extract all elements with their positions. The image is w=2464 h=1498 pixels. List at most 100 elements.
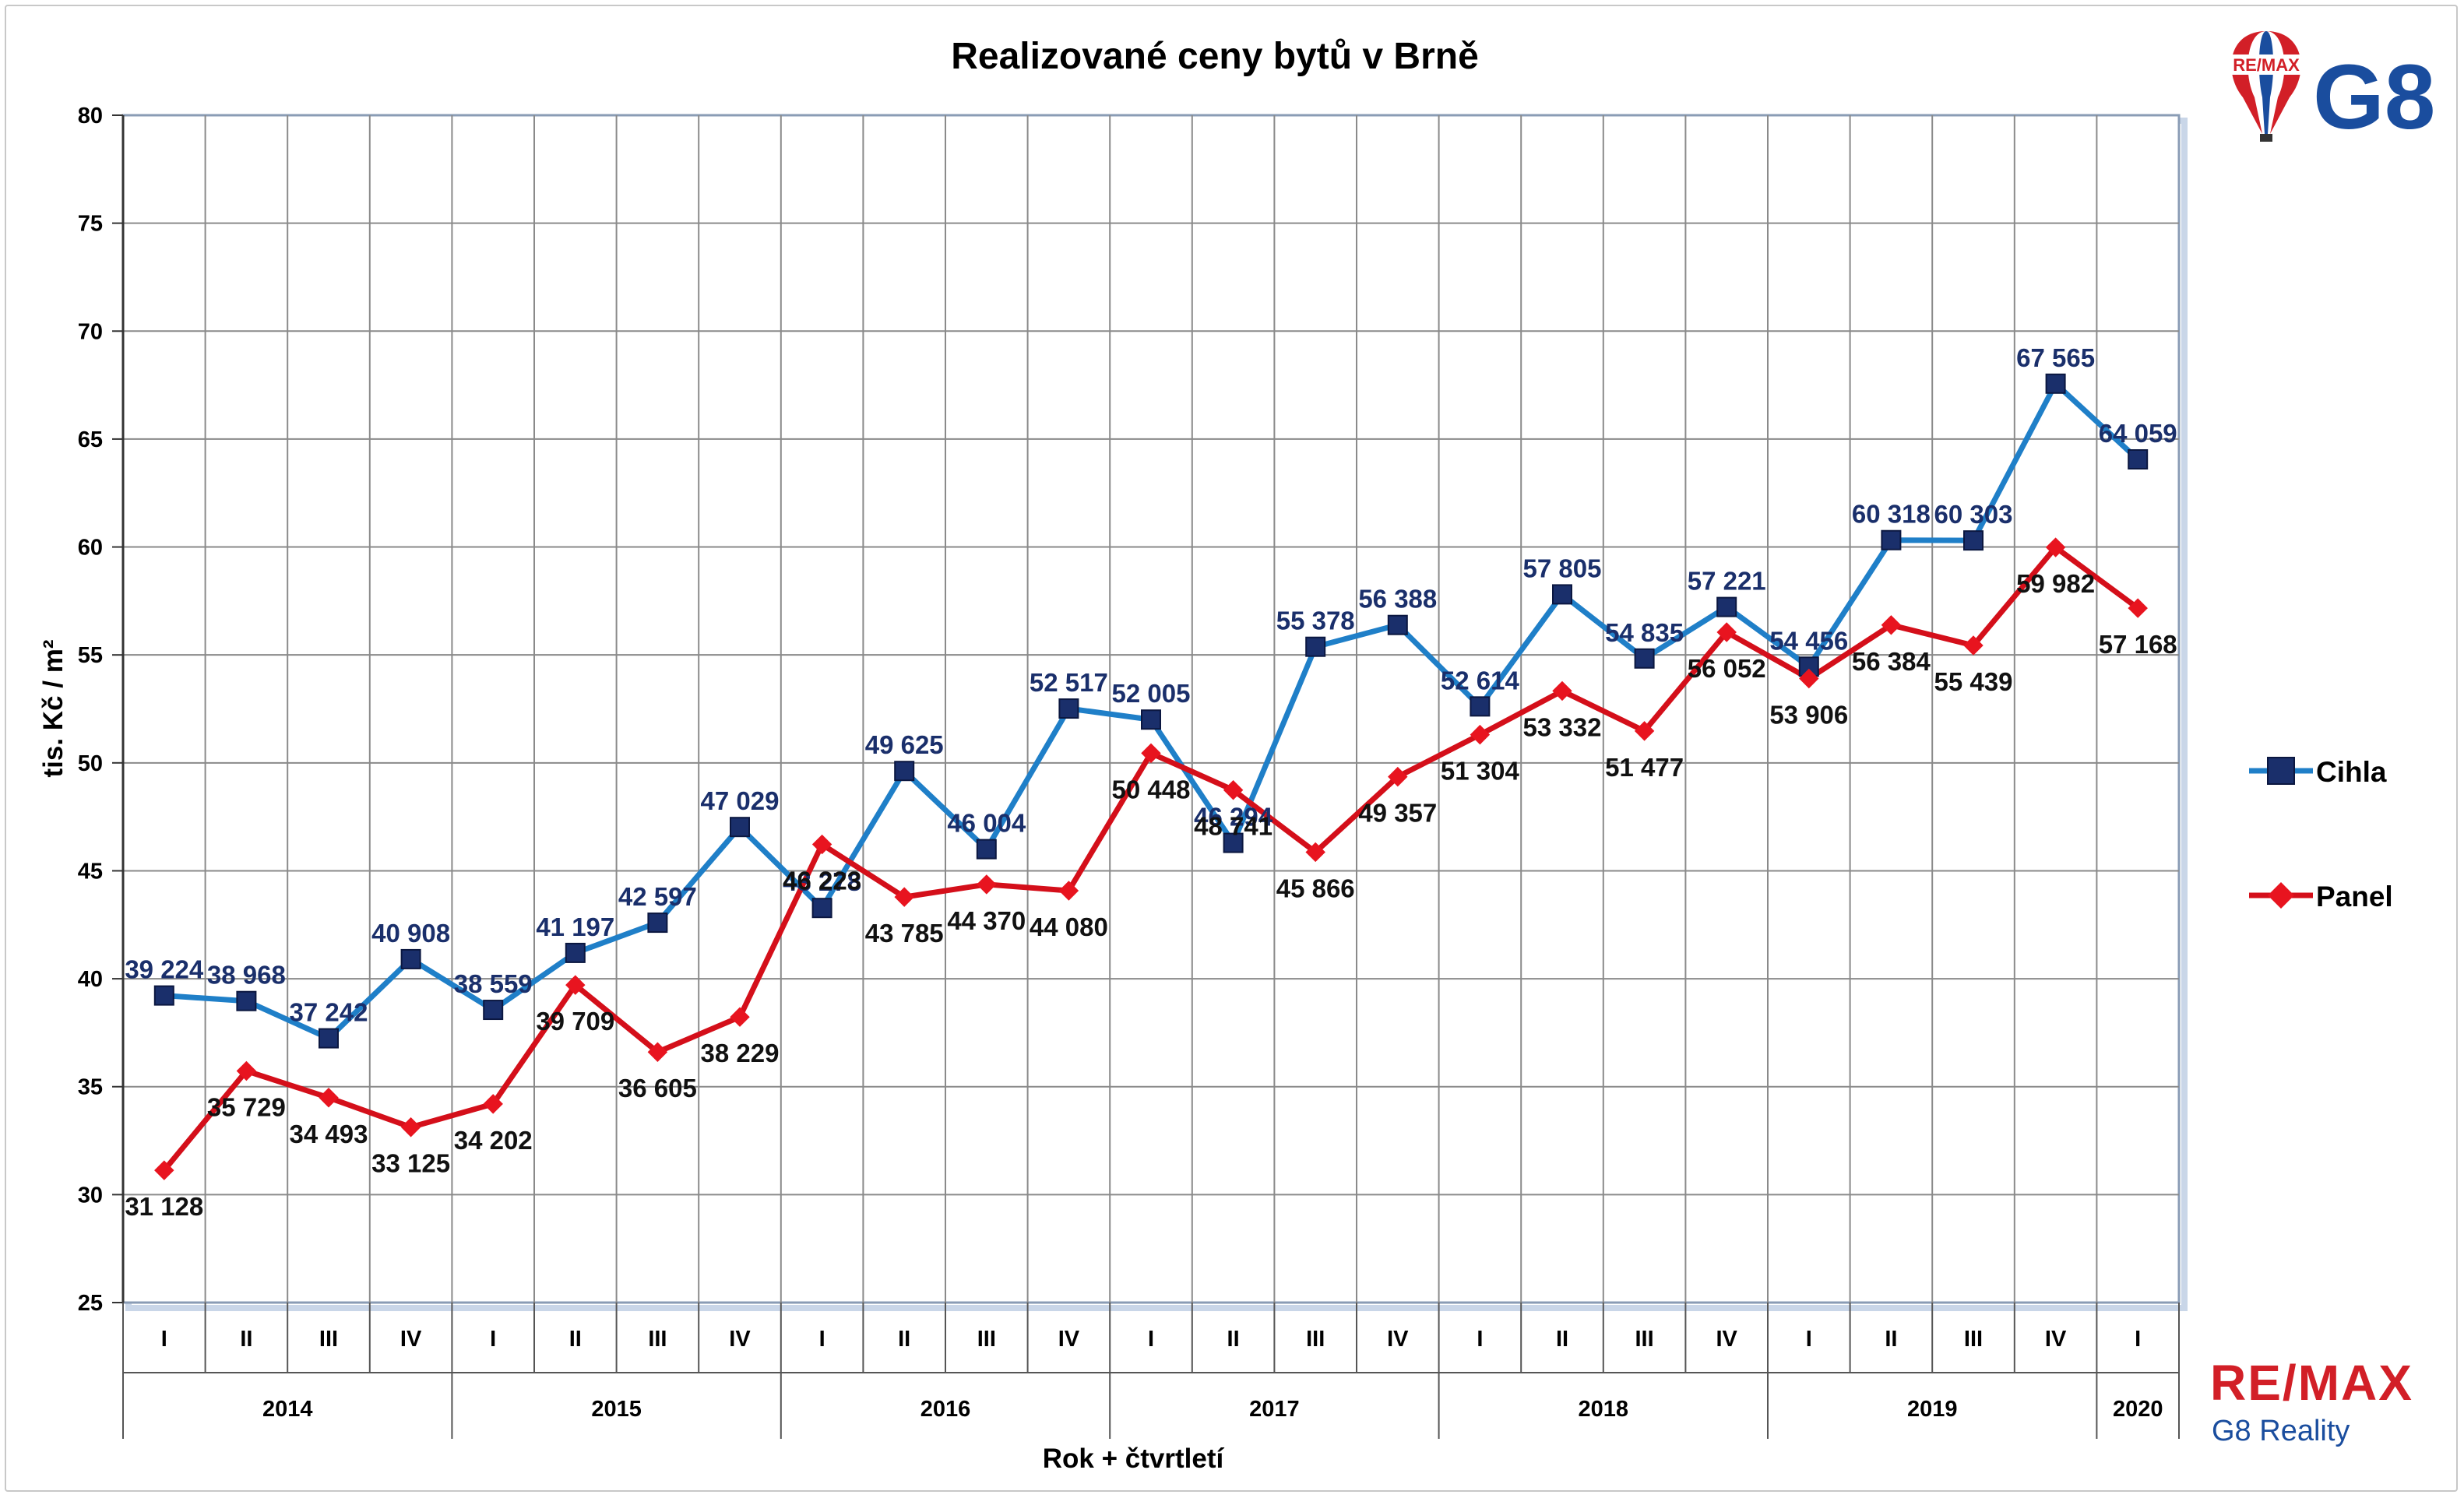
point-cihla xyxy=(1470,696,1491,717)
quarter-label: III xyxy=(977,1327,996,1352)
x-axis: I II III IV I II III IV I II III IV I II III IV I II III IV… xyxy=(122,1303,2180,1439)
data-label-cihla: 54 835 xyxy=(1605,618,1684,647)
data-label-panel: 50 448 xyxy=(1112,775,1191,804)
y-axis-title: tis. Kč / m² xyxy=(38,640,69,778)
quarter-label: II xyxy=(1885,1327,1897,1352)
quarter-label: I xyxy=(1477,1327,1483,1352)
balloon-basket xyxy=(2260,134,2272,142)
year-label: 2018 xyxy=(1579,1397,1629,1422)
point-cihla xyxy=(1141,709,1161,730)
data-label-cihla: 38 968 xyxy=(207,961,286,990)
data-label-panel: 49 357 xyxy=(1358,799,1437,828)
data-label-panel: 46 223 xyxy=(783,867,861,895)
data-label-cihla: 49 625 xyxy=(865,730,944,759)
point-cihla xyxy=(400,948,421,969)
data-label-cihla: 55 378 xyxy=(1276,607,1355,635)
legend-label-panel: Panel xyxy=(2316,881,2393,913)
data-label-panel: 53 332 xyxy=(1523,712,1602,741)
point-cihla xyxy=(483,1000,504,1021)
point-cihla xyxy=(1058,698,1079,719)
data-label-cihla: 67 565 xyxy=(2016,343,2095,372)
quarter-label: I xyxy=(2135,1327,2141,1352)
data-label-panel: 36 605 xyxy=(618,1074,697,1102)
legend: Cihla Panel xyxy=(2249,756,2393,913)
y-tick-label: 80 xyxy=(78,104,103,128)
data-label-panel: 48 741 xyxy=(1194,812,1272,841)
data-label-cihla: 47 029 xyxy=(701,786,780,815)
data-label-cihla: 64 059 xyxy=(2099,419,2177,448)
y-tick-label: 60 xyxy=(78,536,103,561)
quarter-label: I xyxy=(1148,1327,1154,1352)
data-label-panel: 43 785 xyxy=(865,919,944,948)
quarter-label: I xyxy=(1806,1327,1812,1352)
quarter-label: I xyxy=(490,1327,496,1352)
data-label-panel: 33 125 xyxy=(371,1149,450,1178)
data-label-cihla: 46 294 xyxy=(1194,803,1273,832)
quarter-label: II xyxy=(898,1327,910,1352)
point-cihla xyxy=(1634,648,1655,669)
data-label-panel: 39 709 xyxy=(536,1007,614,1036)
legend-label-cihla: Cihla xyxy=(2316,756,2387,788)
data-label-cihla: 37 242 xyxy=(290,998,368,1027)
data-label-panel: 44 370 xyxy=(947,906,1026,935)
y-tick-label: 70 xyxy=(78,319,103,344)
legend-marker-cihla xyxy=(2267,757,2295,785)
y-tick-label: 45 xyxy=(78,859,103,884)
legend-marker-panel xyxy=(2268,882,2294,909)
quarter-label: I xyxy=(161,1327,167,1352)
point-cihla xyxy=(1881,529,1902,550)
quarter-label: II xyxy=(1556,1327,1568,1352)
quarter-label: III xyxy=(319,1327,338,1352)
quarter-label: I xyxy=(819,1327,825,1352)
chart-title: Realizované ceny bytů v Brně xyxy=(951,36,1479,77)
data-label-cihla: 42 597 xyxy=(618,882,697,911)
point-cihla xyxy=(565,942,586,963)
point-cihla xyxy=(153,985,174,1006)
y-axis: 25 30 35 40 45 50 55 60 65 70 75 80 xyxy=(78,104,125,1316)
data-label-panel: 57 168 xyxy=(2099,630,2177,659)
point-cihla xyxy=(647,913,668,934)
point-cihla xyxy=(1387,614,1408,635)
quarter-label: II xyxy=(240,1327,252,1352)
y-tick-label: 50 xyxy=(78,751,103,776)
year-label: 2016 xyxy=(920,1397,971,1422)
legend-item-cihla: Cihla xyxy=(2249,756,2387,788)
point-cihla xyxy=(236,990,257,1011)
data-label-cihla: 38 559 xyxy=(454,969,533,998)
quarter-label: IV xyxy=(1387,1327,1409,1352)
gridlines xyxy=(123,115,2179,1303)
data-label-panel: 44 080 xyxy=(1030,913,1108,941)
data-label-cihla: 57 221 xyxy=(1688,567,1766,596)
remax-g8-logo: RE/MAX G8 xyxy=(2224,31,2435,149)
series-layer xyxy=(153,373,2149,1180)
footer-brand-sub: G8 Reality xyxy=(2212,1415,2350,1447)
data-label-cihla: 60 318 xyxy=(1852,500,1931,529)
data-label-cihla: 40 908 xyxy=(371,919,450,948)
point-cihla xyxy=(976,839,997,860)
data-label-panel: 53 906 xyxy=(1769,701,1848,730)
data-label-cihla: 60 303 xyxy=(1934,500,2013,529)
y-tick-label: 65 xyxy=(78,427,103,452)
g8-logo-text: G8 xyxy=(2313,46,2435,149)
year-label: 2020 xyxy=(2113,1397,2163,1422)
data-label-cihla: 52 614 xyxy=(1441,666,1520,694)
data-label-cihla: 54 456 xyxy=(1769,626,1848,655)
data-label-panel: 55 439 xyxy=(1934,667,2013,696)
data-label-panel: 56 052 xyxy=(1688,654,1766,683)
quarter-label: II xyxy=(1227,1327,1240,1352)
data-label-panel: 38 229 xyxy=(701,1039,780,1067)
data-label-panel: 34 493 xyxy=(290,1120,368,1148)
point-cihla xyxy=(319,1028,339,1049)
y-tick-label: 55 xyxy=(78,643,103,668)
y-tick-label: 25 xyxy=(78,1291,103,1316)
point-cihla xyxy=(2045,373,2066,394)
quarter-label: IV xyxy=(1058,1327,1080,1352)
quarter-label: II xyxy=(569,1327,582,1352)
data-label-panel: 45 866 xyxy=(1276,874,1355,902)
point-cihla xyxy=(2128,449,2149,470)
point-cihla xyxy=(1305,636,1326,657)
quarter-label: III xyxy=(1306,1327,1325,1352)
balloon-logo-text: RE/MAX xyxy=(2233,55,2300,75)
data-label-cihla: 43 278 xyxy=(783,867,861,896)
